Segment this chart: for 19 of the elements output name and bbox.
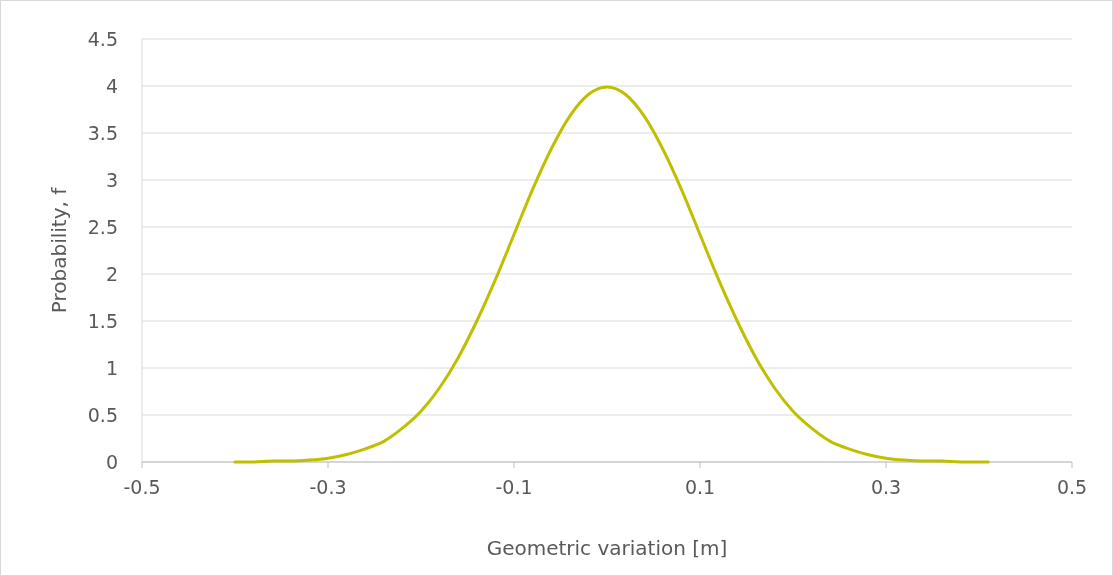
x-tick-label: -0.5 (123, 476, 161, 498)
y-tick-label: 1.5 (87, 310, 118, 332)
y-tick-label: 0.5 (87, 404, 118, 426)
y-tick-label: 2 (105, 263, 118, 285)
y-tick-label: 3 (105, 169, 118, 191)
y-tick-label: 0 (105, 451, 118, 473)
y-tick-label: 1 (105, 357, 118, 379)
x-tick-label: -0.1 (495, 476, 533, 498)
x-tick-label: 0.5 (1056, 476, 1088, 498)
y-tick-label: 2.5 (87, 216, 118, 238)
x-tick-label: 0.3 (870, 476, 902, 498)
line-series (233, 85, 990, 464)
x-tick-label: 0.1 (684, 476, 716, 498)
y-tick-label: 4.5 (87, 28, 118, 50)
x-axis-title: Geometric variation [m] (486, 536, 728, 560)
y-tick-label: 3.5 (87, 122, 118, 144)
x-tick-label: -0.3 (309, 476, 347, 498)
y-tick-label: 4 (105, 75, 118, 97)
y-axis-title: Probability, f (47, 186, 71, 314)
